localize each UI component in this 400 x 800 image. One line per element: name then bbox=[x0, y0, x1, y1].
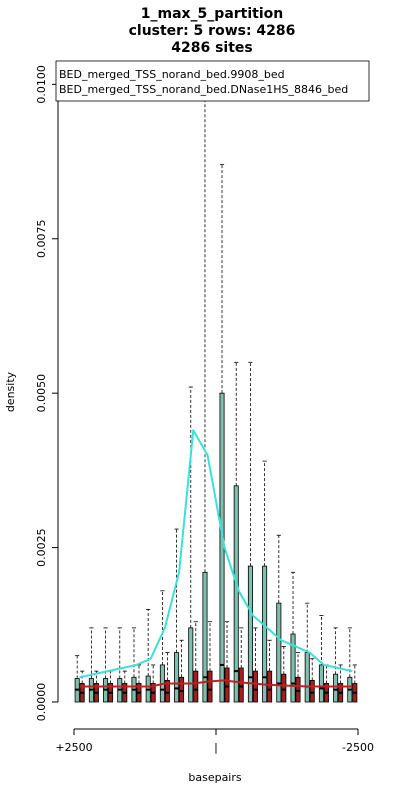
legend-entry-1: BED_merged_TSS_norand_bed.9908_bed bbox=[59, 68, 285, 81]
box bbox=[219, 392, 225, 703]
x-tick-label: +2500 bbox=[55, 741, 92, 754]
box bbox=[247, 565, 253, 703]
x-tick-label: -2500 bbox=[342, 741, 374, 754]
y-axis: 0.0000 0.0025 0.0050 0.0075 0.0100 bbox=[35, 65, 59, 722]
series-line-cyan-mean bbox=[79, 429, 353, 679]
box bbox=[262, 565, 268, 703]
y-tick-label: 0.0100 bbox=[35, 65, 48, 104]
chart-title-line-2: cluster: 5 rows: 4286 bbox=[129, 23, 296, 39]
plot-frame bbox=[58, 60, 368, 710]
box bbox=[304, 652, 310, 703]
y-axis-label: density bbox=[4, 371, 17, 412]
box bbox=[164, 679, 170, 703]
box bbox=[174, 652, 180, 703]
legend-box bbox=[55, 60, 370, 102]
box bbox=[238, 667, 244, 703]
box bbox=[267, 670, 273, 703]
box bbox=[188, 627, 194, 703]
x-axis-label: basepairs bbox=[188, 771, 242, 784]
chart-lines bbox=[79, 429, 353, 688]
box bbox=[276, 602, 282, 703]
y-tick-label: 0.0025 bbox=[35, 528, 48, 567]
box bbox=[252, 670, 258, 703]
box bbox=[333, 673, 339, 703]
box bbox=[202, 571, 208, 703]
box bbox=[309, 679, 315, 703]
x-tick-label: | bbox=[214, 741, 218, 754]
y-tick-label: 0.0050 bbox=[35, 374, 48, 413]
box bbox=[207, 670, 213, 703]
box bbox=[179, 676, 185, 703]
legend-entry-2: BED_merged_TSS_norand_bed.DNase1HS_8846_… bbox=[59, 83, 348, 96]
box bbox=[295, 676, 301, 703]
box bbox=[224, 667, 230, 703]
chart-marks bbox=[74, 71, 358, 703]
x-axis: +2500 | -2500 bbox=[55, 728, 374, 754]
legend: BED_merged_TSS_norand_bed.9908_bed BED_m… bbox=[55, 60, 370, 102]
box bbox=[318, 664, 324, 703]
y-tick-label: 0.0075 bbox=[35, 220, 48, 259]
box bbox=[193, 670, 199, 703]
series-line-red-mean bbox=[79, 679, 353, 688]
y-tick-label: 0.0000 bbox=[35, 683, 48, 722]
box bbox=[290, 633, 296, 703]
box bbox=[233, 485, 239, 703]
chart-title-line-1: 1_max_5_partition bbox=[141, 6, 284, 22]
chart-title-line-3: 4286 sites bbox=[171, 40, 253, 56]
box bbox=[281, 673, 287, 703]
